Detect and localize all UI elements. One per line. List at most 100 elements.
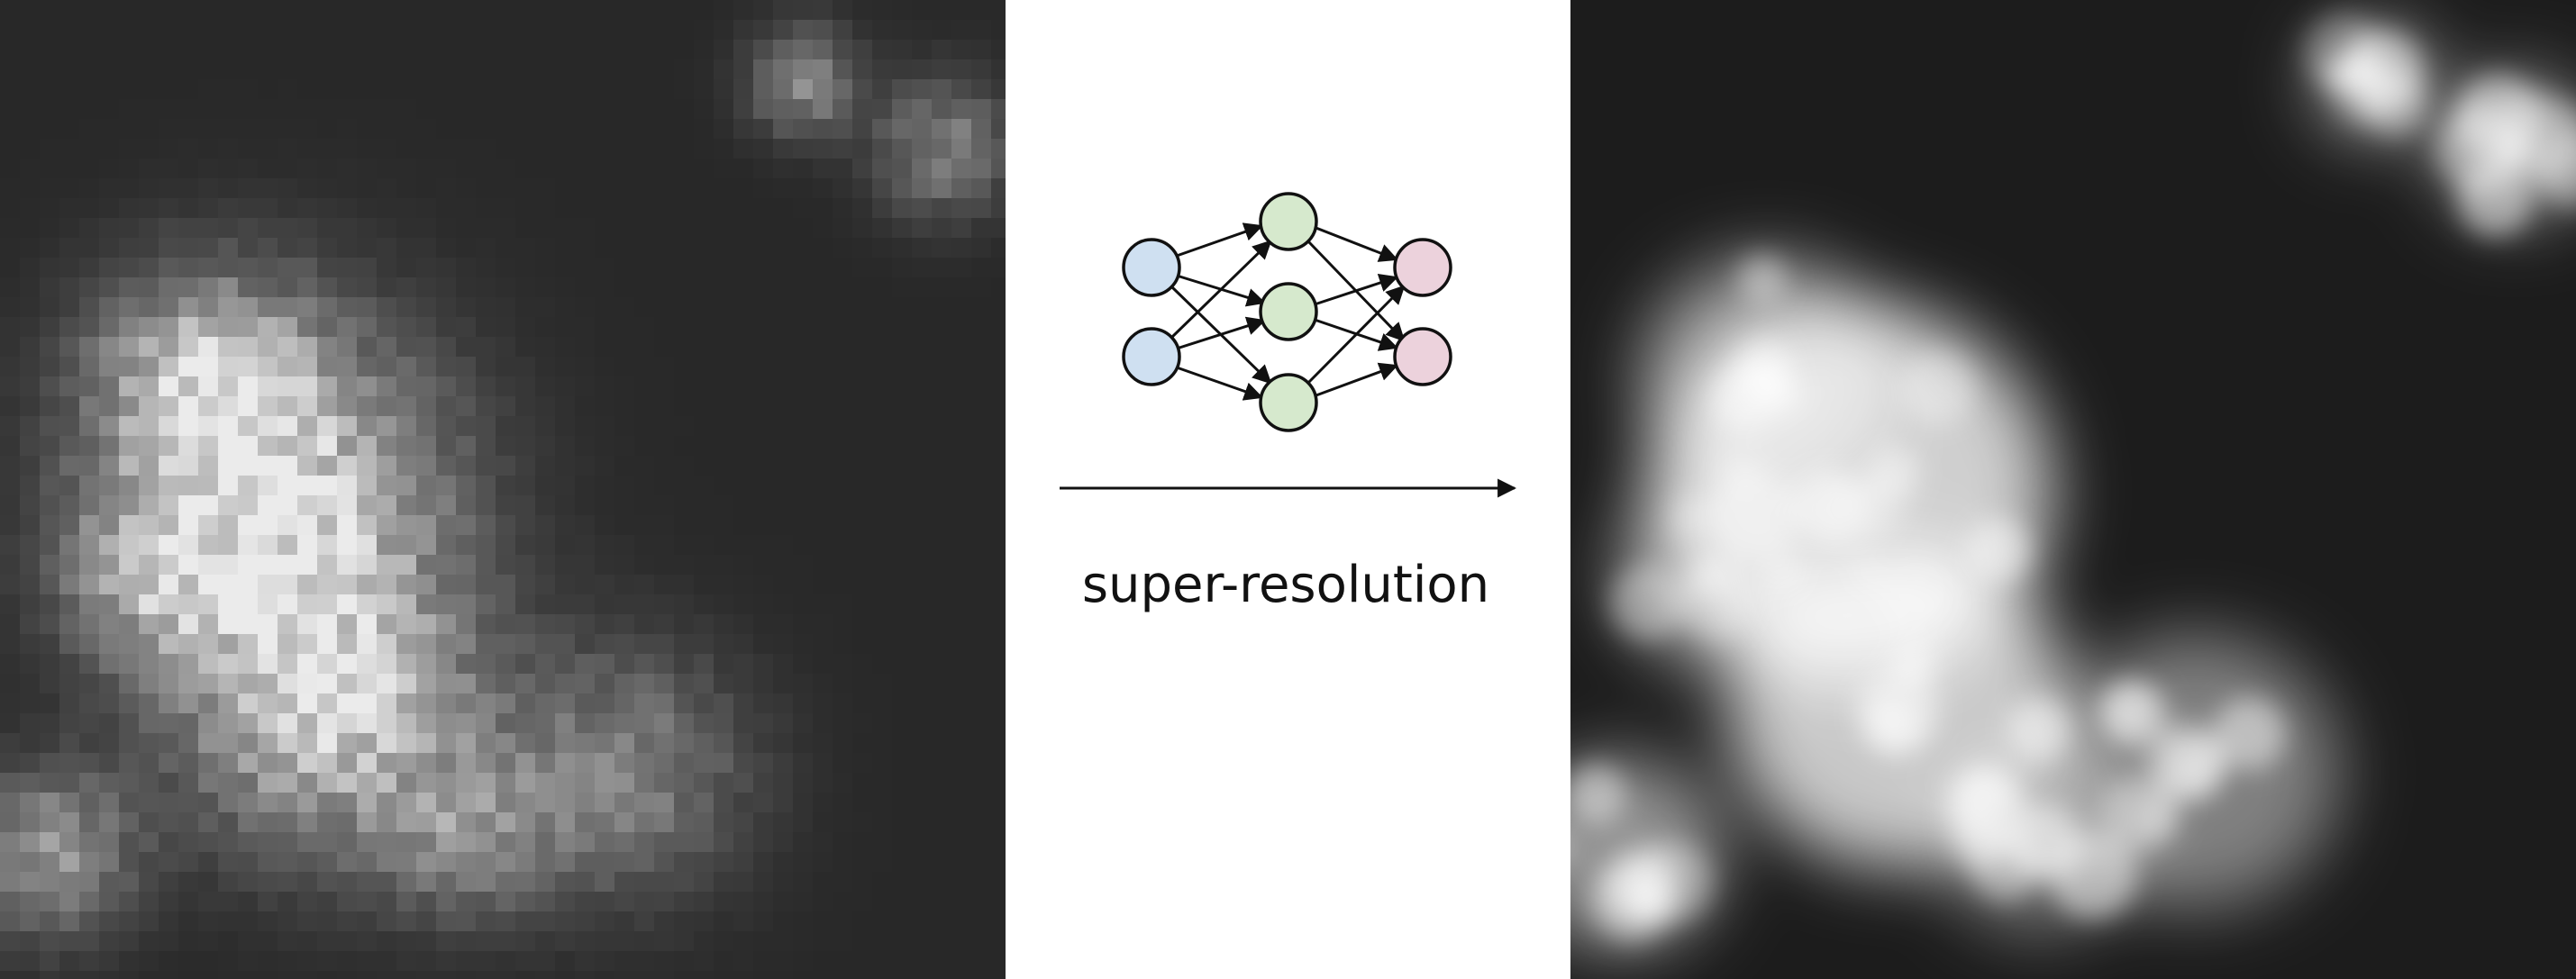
pixel xyxy=(535,515,556,536)
pixel xyxy=(892,99,913,120)
pixel xyxy=(991,198,1006,219)
pixel xyxy=(218,832,239,853)
pixel xyxy=(0,337,21,358)
pixel xyxy=(198,119,219,140)
pixel xyxy=(99,693,120,714)
pixel xyxy=(416,713,437,734)
pixel xyxy=(79,357,100,377)
pixel xyxy=(872,594,893,615)
pixel xyxy=(258,357,278,377)
pixel xyxy=(912,713,933,734)
pixel xyxy=(694,674,715,694)
pixel xyxy=(396,139,417,159)
pixel xyxy=(198,416,219,437)
pixel xyxy=(575,79,596,100)
pixel xyxy=(139,436,159,457)
pixel xyxy=(258,812,278,833)
cloud-puff xyxy=(1689,551,1734,596)
pixel xyxy=(951,753,972,774)
pixel xyxy=(496,99,516,120)
pixel xyxy=(575,476,596,496)
pixel xyxy=(773,0,794,21)
pixel xyxy=(733,337,754,358)
pixel xyxy=(694,59,715,80)
pixel xyxy=(317,793,338,813)
pixel xyxy=(178,951,199,972)
pixel xyxy=(634,99,655,120)
pixel xyxy=(932,971,952,979)
pixel xyxy=(278,119,298,140)
pixel xyxy=(297,674,318,694)
pixel xyxy=(40,297,60,318)
pixel xyxy=(0,159,21,179)
pixel xyxy=(813,634,833,655)
pixel xyxy=(436,40,457,60)
pixel xyxy=(595,733,615,754)
pixel xyxy=(396,416,417,437)
pixel xyxy=(496,733,516,754)
pixel xyxy=(813,951,833,972)
pixel xyxy=(198,238,219,258)
pixel xyxy=(297,456,318,476)
pixel xyxy=(555,198,576,219)
pixel xyxy=(297,733,318,754)
pixel xyxy=(396,614,417,635)
pixel xyxy=(515,832,536,853)
pixel xyxy=(614,674,635,694)
pixel xyxy=(833,872,853,893)
pixel xyxy=(694,238,715,258)
pixel xyxy=(139,79,159,100)
pixel xyxy=(119,99,140,120)
pixel xyxy=(932,674,952,694)
pixel xyxy=(496,634,516,655)
pixel xyxy=(951,575,972,595)
pixel xyxy=(793,198,814,219)
pixel xyxy=(238,634,259,655)
pixel xyxy=(932,277,952,298)
pixel xyxy=(436,654,457,675)
pixel xyxy=(119,654,140,675)
pixel xyxy=(0,773,21,793)
pixel xyxy=(20,139,41,159)
pixel xyxy=(59,951,80,972)
pixel xyxy=(337,297,358,318)
pixel xyxy=(753,773,774,793)
pixel xyxy=(317,693,338,714)
pixel xyxy=(20,357,41,377)
pixel xyxy=(396,79,417,100)
pixel xyxy=(912,40,933,60)
pixel xyxy=(575,594,596,615)
pixel xyxy=(99,713,120,734)
pixel xyxy=(714,793,734,813)
cloud-puff xyxy=(1752,360,1788,397)
pixel xyxy=(139,159,159,179)
pixel xyxy=(852,911,873,932)
pixel xyxy=(813,852,833,873)
pixel xyxy=(872,456,893,476)
pixel xyxy=(436,575,457,595)
pixel xyxy=(793,773,814,793)
pixel xyxy=(852,951,873,972)
pixel xyxy=(218,713,239,734)
pixel xyxy=(991,376,1006,397)
pixel xyxy=(297,654,318,675)
pixel xyxy=(575,713,596,734)
pixel xyxy=(278,793,298,813)
pixel xyxy=(674,713,695,734)
pixel xyxy=(178,119,199,140)
pixel xyxy=(872,159,893,179)
pixel xyxy=(337,79,358,100)
pixel xyxy=(357,971,378,979)
pixel xyxy=(476,872,496,893)
pixel xyxy=(119,357,140,377)
pixel xyxy=(416,674,437,694)
pixel xyxy=(218,79,239,100)
pixel xyxy=(852,812,873,833)
pixel xyxy=(654,693,675,714)
pixel xyxy=(278,277,298,298)
pixel xyxy=(357,40,378,60)
pixel xyxy=(932,892,952,912)
pixel xyxy=(337,773,358,793)
pixel xyxy=(833,693,853,714)
